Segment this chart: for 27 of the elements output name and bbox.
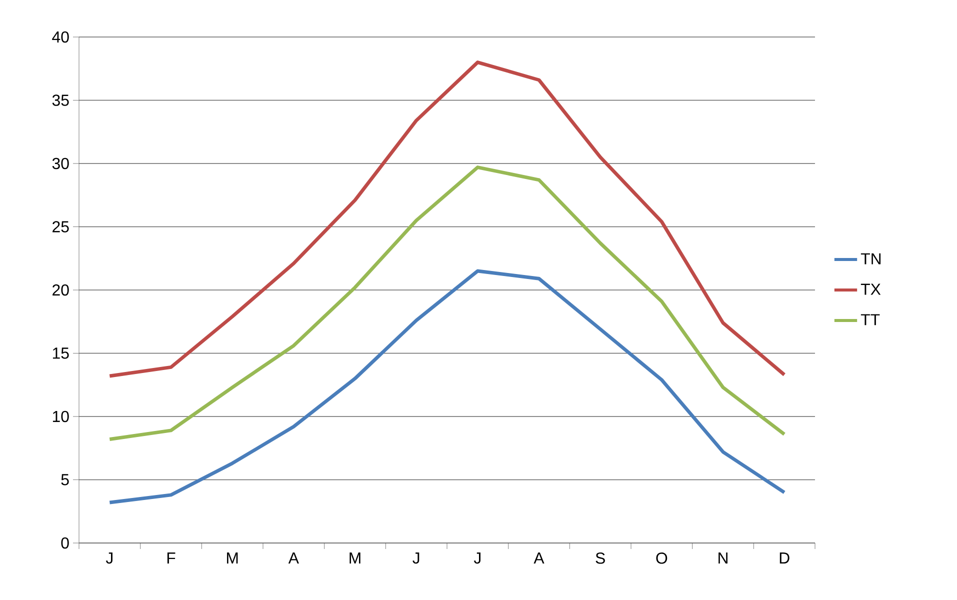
x-tick-label: D	[780, 552, 790, 564]
x-tick-label: O	[656, 552, 668, 564]
x-tick-label: J	[474, 552, 480, 564]
x-tick-label: A	[534, 552, 544, 564]
y-tick-label: 30	[52, 158, 69, 170]
x-tick-label: F	[167, 552, 176, 564]
y-tick-label: 5	[61, 474, 69, 486]
x-tick-label: J	[106, 552, 112, 564]
y-tick-label: 15	[52, 348, 69, 359]
line-series	[108, 269, 786, 504]
x-tick-label: M	[350, 552, 360, 564]
x-tick-label: J	[412, 552, 420, 564]
y-tick-label: 40	[52, 31, 69, 43]
x-tick-label: S	[596, 552, 605, 564]
y-tick-label: 35	[52, 94, 69, 106]
x-tick-label: M	[227, 552, 238, 564]
legend-label: TN	[860, 253, 881, 264]
line-series	[108, 166, 786, 442]
x-tick-label: A	[288, 552, 299, 564]
y-tick-label: 10	[52, 410, 69, 422]
y-tick-label: 20	[52, 284, 69, 296]
legend-label: TX	[860, 284, 881, 295]
y-tick-label: 25	[52, 221, 69, 232]
legend-label: TT	[860, 314, 880, 326]
x-tick-label: N	[718, 552, 728, 564]
line-series	[108, 60, 786, 378]
y-tick-label: 0	[61, 537, 69, 549]
